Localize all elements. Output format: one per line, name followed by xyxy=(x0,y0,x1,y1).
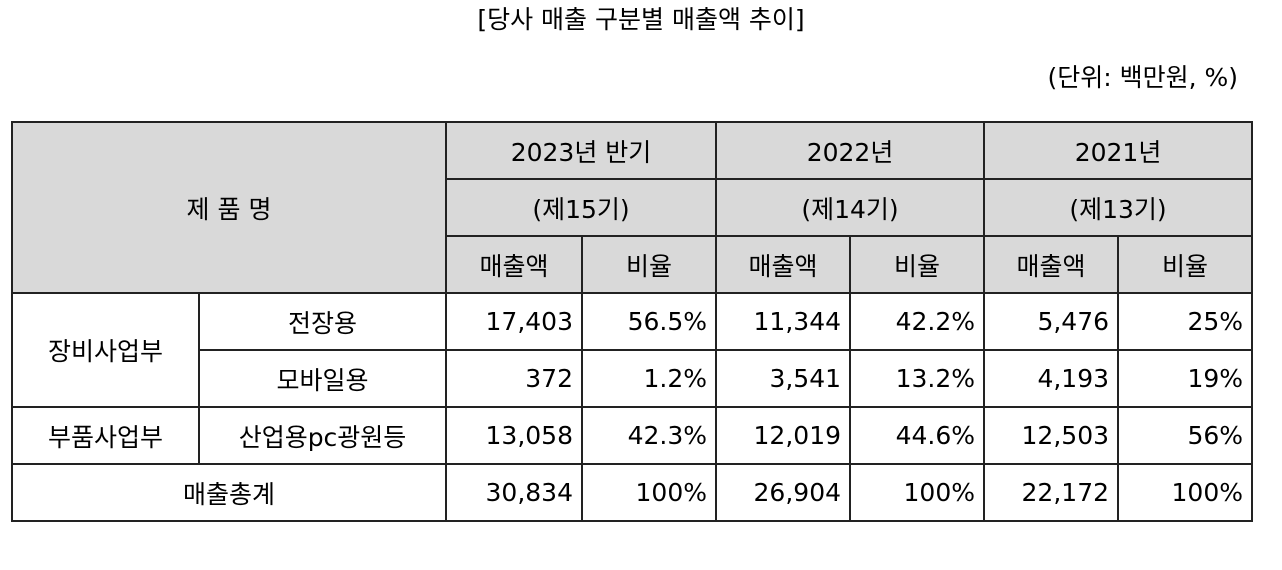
header-sales: 매출액 xyxy=(445,235,583,294)
ratio-cell: 56% xyxy=(1117,406,1254,465)
product-cell: 모바일용 xyxy=(198,349,447,408)
header-ratio: 비율 xyxy=(1117,235,1254,294)
division-cell: 장비사업부 xyxy=(11,292,200,408)
header-sales: 매출액 xyxy=(715,235,852,294)
table-row: 모바일용 372 1.2% 3,541 13.2% 4,193 19% xyxy=(12,349,1254,408)
header-year-2023h: 2023년 반기 xyxy=(444,121,718,180)
header-row-term: (제15기) (제14기) (제13기) xyxy=(12,178,1254,237)
sales-cell: 3,541 xyxy=(715,349,852,408)
ratio-cell: 42.3% xyxy=(580,406,718,465)
product-cell: 산업용pc광원등 xyxy=(198,406,447,465)
total-ratio-cell: 100% xyxy=(1117,463,1254,522)
table-row: 부품사업부 산업용pc광원등 13,058 42.3% 12,019 44.6%… xyxy=(11,406,1254,465)
table-title: [당사 매출 구분별 매출액 추이] xyxy=(477,5,805,34)
header-ratio: 비율 xyxy=(580,235,718,294)
header-sales: 매출액 xyxy=(983,235,1120,294)
product-cell: 전장용 xyxy=(198,292,447,351)
header-product: 제 품 명 xyxy=(11,121,447,294)
total-ratio-cell: 100% xyxy=(580,463,718,522)
sales-cell: 12,503 xyxy=(983,406,1120,465)
division-cell: 부품사업부 xyxy=(11,406,200,465)
total-sales-cell: 22,172 xyxy=(983,463,1120,522)
ratio-cell: 25% xyxy=(1117,292,1254,351)
total-ratio-cell: 100% xyxy=(849,463,986,522)
header-row-metric: 매출액 비율 매출액 비율 매출액 비율 xyxy=(12,235,1254,294)
total-sales-cell: 30,834 xyxy=(445,463,583,522)
ratio-cell: 1.2% xyxy=(580,349,718,408)
unit-note: (단위: 백만원, %) xyxy=(1047,63,1238,92)
ratio-cell: 56.5% xyxy=(580,292,718,351)
sales-table: 제 품 명 2023년 반기 2022년 2021년 (제15기) (제14기)… xyxy=(11,121,1254,522)
sales-cell: 4,193 xyxy=(983,349,1120,408)
ratio-cell: 44.6% xyxy=(849,406,986,465)
sales-cell: 11,344 xyxy=(715,292,852,351)
total-row: 매출총계 30,834 100% 26,904 100% 22,172 100% xyxy=(11,463,1254,522)
total-sales-cell: 26,904 xyxy=(715,463,852,522)
sales-cell: 13,058 xyxy=(445,406,583,465)
header-term-15: (제15기) xyxy=(444,178,718,237)
header-term-13: (제13기) xyxy=(983,178,1254,237)
ratio-cell: 19% xyxy=(1117,349,1254,408)
header-term-14: (제14기) xyxy=(715,178,986,237)
header-row-year: 제 품 명 2023년 반기 2022년 2021년 xyxy=(11,121,1254,294)
sales-cell: 17,403 xyxy=(445,292,583,351)
header-ratio: 비율 xyxy=(849,235,986,294)
total-label: 매출총계 xyxy=(11,463,447,522)
ratio-cell: 13.2% xyxy=(849,349,986,408)
sales-cell: 5,476 xyxy=(983,292,1120,351)
ratio-cell: 42.2% xyxy=(849,292,986,351)
table-row: 장비사업부 전장용 17,403 56.5% 11,344 42.2% 5,47… xyxy=(11,292,1254,408)
header-year-2022: 2022년 xyxy=(715,121,986,180)
header-year-2021: 2021년 xyxy=(983,121,1254,180)
sales-cell: 12,019 xyxy=(715,406,852,465)
sales-cell: 372 xyxy=(445,349,583,408)
